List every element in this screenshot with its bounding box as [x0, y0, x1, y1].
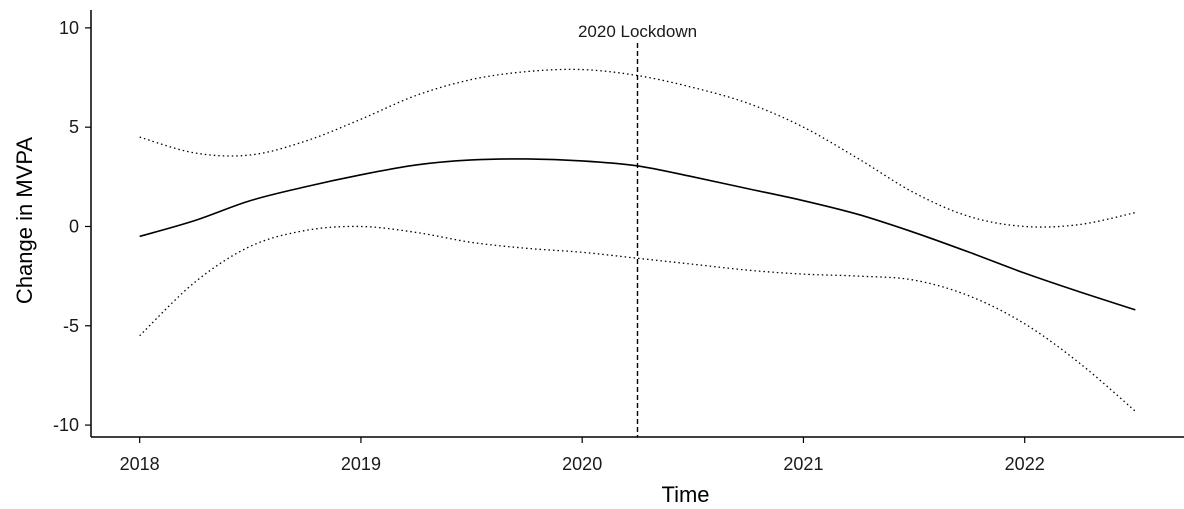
- x-axis-ticks: 2018 2019 2020 2021 2022: [120, 437, 1045, 474]
- y-tick-label: 10: [59, 18, 79, 38]
- y-axis-ticks: 10 5 0 -5 -10: [53, 18, 91, 435]
- y-tick-label: 5: [69, 117, 79, 137]
- x-tick-label: 2019: [341, 454, 381, 474]
- y-axis-title: Change in MVPA: [12, 137, 37, 304]
- x-tick-label: 2018: [120, 454, 160, 474]
- x-axis-title: Time: [661, 482, 709, 507]
- y-tick-label: -5: [63, 316, 79, 336]
- y-tick-label: 0: [69, 216, 79, 236]
- lockdown-label: 2020 Lockdown: [578, 22, 697, 41]
- x-tick-label: 2022: [1005, 454, 1045, 474]
- x-tick-label: 2020: [562, 454, 602, 474]
- y-tick-label: -10: [53, 415, 79, 435]
- upper-bound-line: [139, 68, 1136, 228]
- lower-bound-line: [139, 225, 1136, 412]
- x-tick-label: 2021: [783, 454, 823, 474]
- plot-area: 2020 Lockdown: [139, 22, 1136, 437]
